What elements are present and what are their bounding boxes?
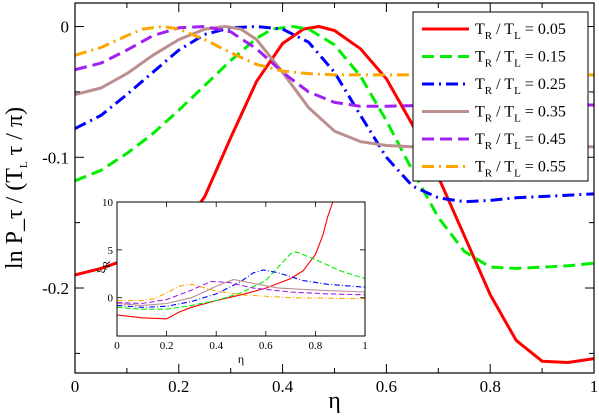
y-tick-label: -0.1 (42, 148, 69, 167)
inset-x-tick-label: 0.2 (160, 340, 174, 352)
x-axis-label: η (328, 388, 341, 413)
main-series-line-3 (75, 25, 594, 204)
inset-background (117, 202, 365, 336)
inset-x-tick-label: 0.4 (209, 340, 223, 352)
main-series-line-2 (75, 25, 594, 270)
inset-series-line-5 (117, 280, 365, 305)
legend-label-1: TR / TL = 0.05 (475, 21, 566, 42)
y-tick-label: 0 (61, 18, 70, 37)
inset-y-axis-label: ξR (94, 260, 113, 273)
inset-x-tick-label: 0.6 (259, 340, 273, 352)
y-tick-label: -0.2 (42, 279, 69, 298)
legend-label-6: TR / TL = 0.55 (475, 159, 566, 180)
legend-label-4: TR / TL = 0.35 (475, 104, 566, 125)
inset-x-tick-label: 1 (362, 340, 368, 352)
y-axis-label: ln P_τ / (TL τ / π) (2, 107, 30, 269)
x-tick-label: 0.8 (480, 377, 501, 396)
inset-x-tick-label: 0.8 (309, 340, 323, 352)
inset-series-line-2 (117, 251, 365, 310)
x-tick-label: 0 (71, 377, 80, 396)
inset-series-line-1 (117, 202, 334, 320)
inset-x-tick-label: 0 (114, 340, 120, 352)
inset-y-tick-label: 0 (108, 293, 114, 305)
inset-series-group (117, 202, 365, 320)
inset-series-line-4 (117, 278, 365, 306)
legend: TR / TL = 0.05 TR / TL = 0.15 TR / TL = 0.… (412, 11, 589, 182)
x-tick-label: 1 (590, 377, 599, 396)
x-tick-label: 0.2 (168, 377, 189, 396)
inset-y-tick-label: 10 (102, 197, 114, 209)
main-series-line-5 (75, 25, 594, 108)
inset-series-line-6 (117, 283, 365, 302)
legend-box (412, 11, 589, 182)
legend-label-3: TR / TL = 0.25 (475, 76, 566, 97)
inset-y-tick-label: 5 (108, 245, 114, 257)
legend-label-2: TR / TL = 0.15 (475, 49, 566, 70)
x-tick-label: 0.6 (376, 377, 397, 396)
legend-label-5: TR / TL = 0.45 (475, 131, 566, 152)
x-tick-label: 0.4 (272, 377, 294, 396)
inset-frame (116, 201, 366, 337)
inset-x-axis-label: η (238, 352, 244, 366)
inset-series-line-3 (117, 269, 365, 308)
